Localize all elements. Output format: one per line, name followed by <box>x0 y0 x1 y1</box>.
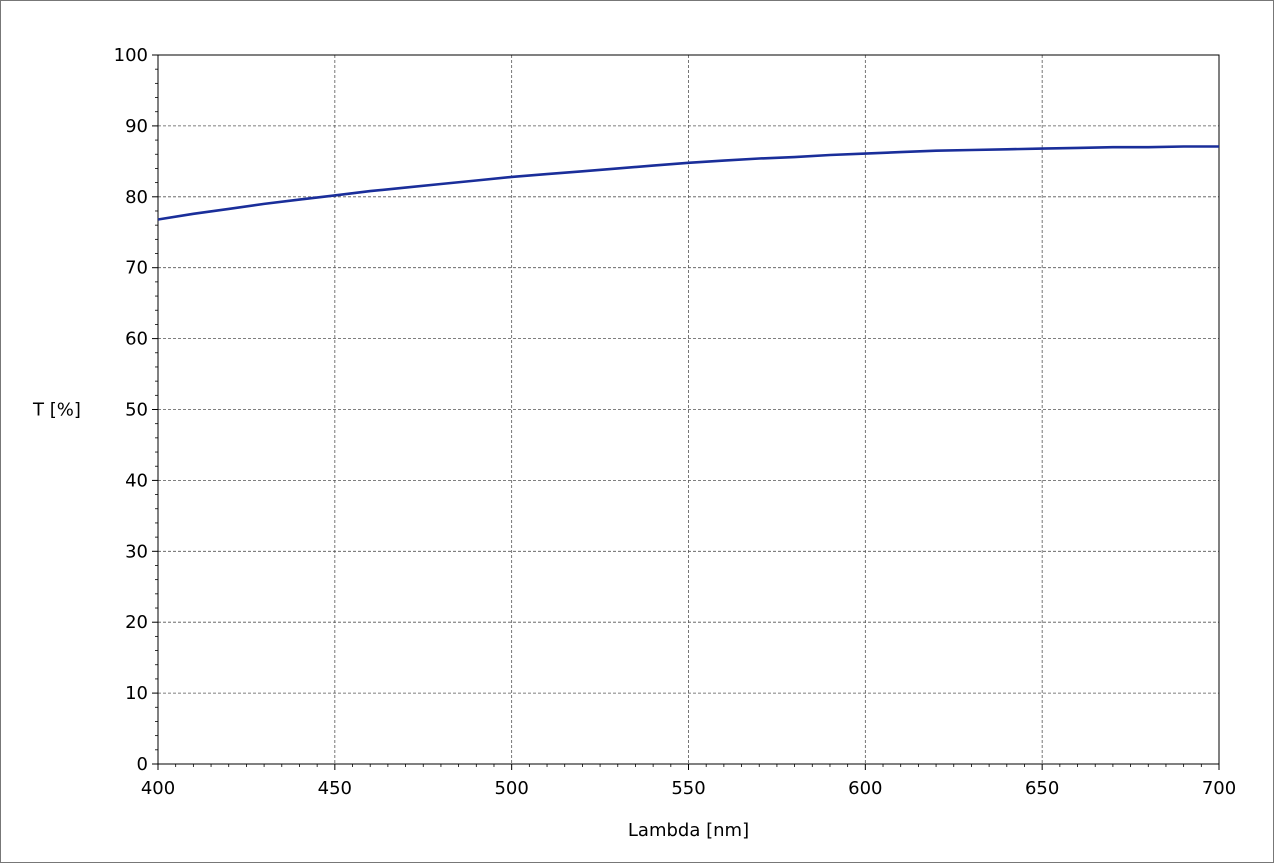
y-axis-label: T [%] <box>32 400 81 421</box>
x-tick-label: 450 <box>318 778 352 799</box>
plot-area <box>157 54 1220 765</box>
x-tick-label: 600 <box>848 778 882 799</box>
y-tick-label: 80 <box>125 187 148 208</box>
y-tick-label: 60 <box>125 329 148 350</box>
y-tick-label: 50 <box>125 400 148 421</box>
series-layer <box>157 145 1219 221</box>
x-tick-label: 400 <box>141 778 175 799</box>
y-tick-label: 100 <box>114 45 148 66</box>
tick-labels: 400 450 500 550 600 650 700 0 10 20 30 40 50 60 70 80 90… <box>114 45 1237 799</box>
x-tick-label: 550 <box>671 778 705 799</box>
x-tick-label: 700 <box>1202 778 1236 799</box>
grid-layer <box>158 55 1219 764</box>
x-tick-label: 500 <box>494 778 528 799</box>
x-axis-label: Lambda [nm] <box>628 820 749 841</box>
y-tick-label: 70 <box>125 258 148 279</box>
y-tick-label: 40 <box>125 470 148 491</box>
y-tick-label: 10 <box>125 683 148 704</box>
y-tick-label: 30 <box>125 541 148 562</box>
y-tick-label: 90 <box>125 116 148 137</box>
y-tick-label: 0 <box>137 754 148 775</box>
y-tick-label: 20 <box>125 612 148 633</box>
x-tick-label: 650 <box>1025 778 1059 799</box>
minor-ticks <box>152 54 1220 770</box>
series-line-0 <box>157 145 1219 221</box>
